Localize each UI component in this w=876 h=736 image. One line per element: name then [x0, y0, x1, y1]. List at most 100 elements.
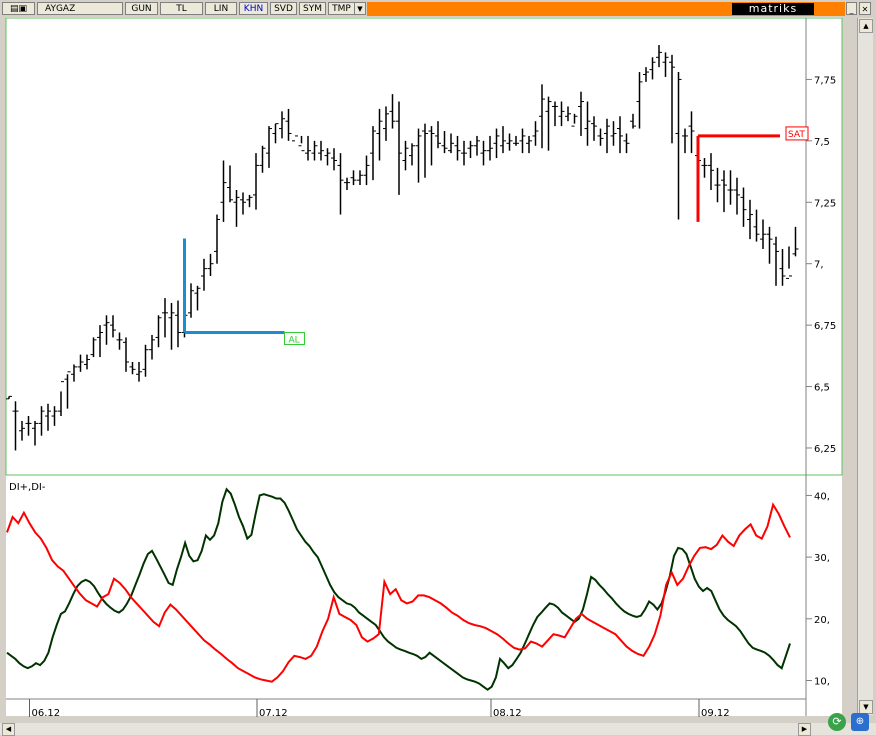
price-bar: [415, 128, 422, 183]
price-bar: [760, 219, 766, 249]
price-bar: [714, 167, 721, 203]
vertical-scrollbar[interactable]: ▲ ▼: [857, 18, 873, 715]
price-bar: [201, 258, 207, 291]
price-bar: [142, 344, 149, 377]
price-bar: [64, 371, 71, 409]
price-bar: [370, 126, 376, 181]
price-bar: [792, 226, 799, 257]
price-bar: [324, 148, 331, 166]
refresh-icon[interactable]: ⟳: [828, 713, 846, 731]
price-bar: [51, 406, 58, 426]
currency-tl-button[interactable]: TL: [160, 2, 203, 15]
price-bar: [480, 140, 487, 166]
minimize-icon[interactable]: _: [846, 2, 857, 15]
di-tick-label: 10,: [814, 676, 830, 687]
price-bar: [591, 116, 597, 141]
price-bar: [584, 101, 591, 146]
scroll-right-icon[interactable]: ▶: [798, 723, 811, 736]
price-bar: [500, 126, 506, 154]
price-bar: [740, 187, 747, 227]
price-bar: [6, 395, 12, 400]
price-bar: [435, 121, 441, 149]
price-bar: [662, 52, 669, 77]
price-panel-border: [5, 18, 843, 476]
price-bar: [272, 123, 279, 144]
price-bar: [708, 153, 714, 190]
price-bar: [597, 128, 604, 146]
price-bar: [337, 153, 344, 215]
price-tick-label: 6,25: [814, 444, 836, 455]
price-bar: [558, 101, 565, 127]
chart-type-candle-button[interactable]: KHN: [239, 2, 268, 15]
price-bar: [149, 334, 155, 360]
indicator-title: DI+,DI-: [9, 482, 46, 493]
price-bar: [188, 283, 194, 318]
horizontal-scrollbar[interactable]: ◀ ▶ ⟳ ⊕: [0, 713, 876, 736]
price-bar: [240, 192, 246, 215]
price-bar: [110, 315, 116, 338]
price-bar: [25, 416, 32, 436]
trade-signals: AL SAT: [183, 126, 809, 345]
zoom-icon[interactable]: ⊕: [851, 713, 869, 731]
date-tick-label: 06.12: [32, 708, 61, 719]
scroll-left-icon[interactable]: ◀: [2, 723, 15, 736]
price-bar: [779, 248, 786, 286]
price-bar: [636, 72, 643, 129]
price-bar: [383, 106, 389, 141]
price-bar: [162, 298, 168, 338]
price-bar: [305, 135, 311, 161]
symbol-field[interactable]: AYGAZ: [37, 2, 123, 15]
price-bar: [389, 94, 396, 129]
price-tick-label: 6,5: [814, 383, 830, 394]
sell-signal-label-box: [785, 126, 809, 141]
price-bar: [220, 160, 227, 222]
price-bar: [454, 135, 461, 161]
template-button[interactable]: TMP: [328, 2, 355, 15]
price-bar: [461, 140, 467, 166]
price-tick-label: 7,: [814, 260, 824, 271]
price-bar: [38, 406, 45, 436]
price-bar: [58, 381, 64, 417]
scroll-down-icon[interactable]: ▼: [859, 700, 873, 714]
price-bar: [214, 214, 220, 264]
scale-linear-button[interactable]: LIN: [205, 2, 237, 15]
price-bar: [721, 170, 727, 213]
price-bar: [701, 158, 708, 178]
period-day-button[interactable]: GUN: [125, 2, 158, 15]
close-icon[interactable]: ✕: [859, 2, 871, 15]
price-bar: [623, 133, 630, 154]
price-bar: [207, 253, 214, 276]
price-bar: [233, 189, 240, 227]
price-bar: [175, 300, 181, 348]
price-bar: [292, 135, 298, 142]
price-bar: [649, 57, 656, 80]
price-bar: [409, 143, 415, 166]
window-menu-icon[interactable]: ▤▣: [2, 2, 35, 15]
di-tick-label: 40,: [814, 491, 830, 502]
price-bar: [168, 303, 175, 350]
price-bar: [32, 420, 38, 446]
price-bar: [19, 420, 25, 441]
price-bar: [656, 45, 662, 68]
price-bar: [474, 135, 480, 156]
price-bar: [526, 135, 532, 154]
price-bar: [643, 67, 649, 82]
dropdown-arrow-icon[interactable]: ▼: [354, 2, 366, 15]
scroll-up-icon[interactable]: ▲: [859, 19, 873, 33]
buy-signal-label: AL: [289, 335, 300, 345]
sell-signal-label: SAT: [788, 130, 805, 140]
price-bar: [422, 123, 428, 178]
price-bar: [194, 285, 201, 311]
price-bar: [604, 118, 610, 154]
price-bar: [266, 126, 272, 168]
toolbar: ▤▣ AYGAZ GUN TL LIN KHN SVD SYM TMP ▼ ma…: [0, 0, 876, 18]
price-bar: [285, 108, 292, 141]
symbol-button[interactable]: SYM: [299, 2, 326, 15]
brand-logo: matriks: [732, 3, 814, 15]
price-bar: [298, 135, 305, 152]
save-view-button[interactable]: SVD: [270, 2, 297, 15]
price-bar: [376, 108, 383, 161]
price-bar: [116, 332, 123, 350]
buy-signal-label-box: [284, 331, 305, 345]
